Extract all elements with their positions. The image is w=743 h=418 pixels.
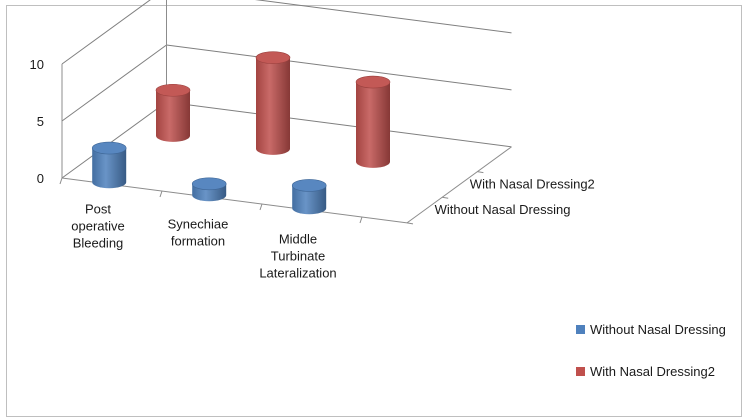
category-label: operative xyxy=(71,218,124,233)
depth-axis-tick xyxy=(442,196,449,199)
bar-cylinder-top xyxy=(355,75,391,89)
depth-axis-label: Without Nasal Dressing xyxy=(435,202,571,217)
category-label: Middle xyxy=(279,231,317,246)
category-label: Turbinate xyxy=(271,248,325,263)
back-wall-gridline xyxy=(254,0,512,34)
bar-cylinder-top xyxy=(155,83,191,97)
bar-cylinder-without-nasal-dressing xyxy=(292,185,327,215)
y-tick-label: 0 xyxy=(37,171,44,186)
category-label: Post xyxy=(85,201,111,216)
bar-cylinder-without-nasal-dressing xyxy=(92,148,127,189)
category-label: formation xyxy=(171,233,225,248)
bar-cylinder-with-nasal-dressing2 xyxy=(256,57,290,155)
side-wall-gridline xyxy=(61,44,167,122)
category-label: Synechiae xyxy=(168,216,229,231)
chart-frame xyxy=(6,5,742,417)
bar-cylinder-with-nasal-dressing2 xyxy=(156,90,190,142)
bar-cylinder-top xyxy=(191,177,227,191)
depth-axis-line xyxy=(406,146,512,224)
legend-swatch xyxy=(576,367,585,376)
side-wall-gridline xyxy=(61,101,167,179)
legend-layer: Without Nasal Dressing With Nasal Dressin… xyxy=(576,322,726,379)
y-tick-label: 10 xyxy=(30,57,44,72)
category-label: Lateralization xyxy=(259,265,336,280)
category-axis-tick xyxy=(159,190,163,198)
axes-layer xyxy=(59,0,512,225)
y-tick-label: 5 xyxy=(37,114,44,129)
depth-axis-tick xyxy=(477,171,484,174)
legend-swatch xyxy=(576,325,585,334)
category-axis-tick xyxy=(259,203,263,211)
side-wall-gridline xyxy=(61,0,151,65)
back-wall-gridline xyxy=(166,44,512,91)
bar-cylinder-top xyxy=(91,141,127,155)
category-axis-tick xyxy=(359,216,363,224)
depth-axis-tick xyxy=(406,222,414,225)
bar-cylinder-with-nasal-dressing2 xyxy=(356,82,390,168)
depth-axis-label: With Nasal Dressing2 xyxy=(470,176,595,191)
back-wall-gridline xyxy=(166,101,512,148)
category-label: Bleeding xyxy=(73,235,124,250)
bar-cylinder-top xyxy=(291,179,327,192)
bars-layer xyxy=(91,51,391,215)
category-axis-tick xyxy=(59,177,63,185)
bar-cylinder-top xyxy=(255,51,291,64)
labels-layer: 0 5 10 Post operative Bleeding Synechiae format… xyxy=(30,57,595,280)
legend-label: With Nasal Dressing2 xyxy=(590,364,715,379)
legend-label: Without Nasal Dressing xyxy=(590,322,726,337)
